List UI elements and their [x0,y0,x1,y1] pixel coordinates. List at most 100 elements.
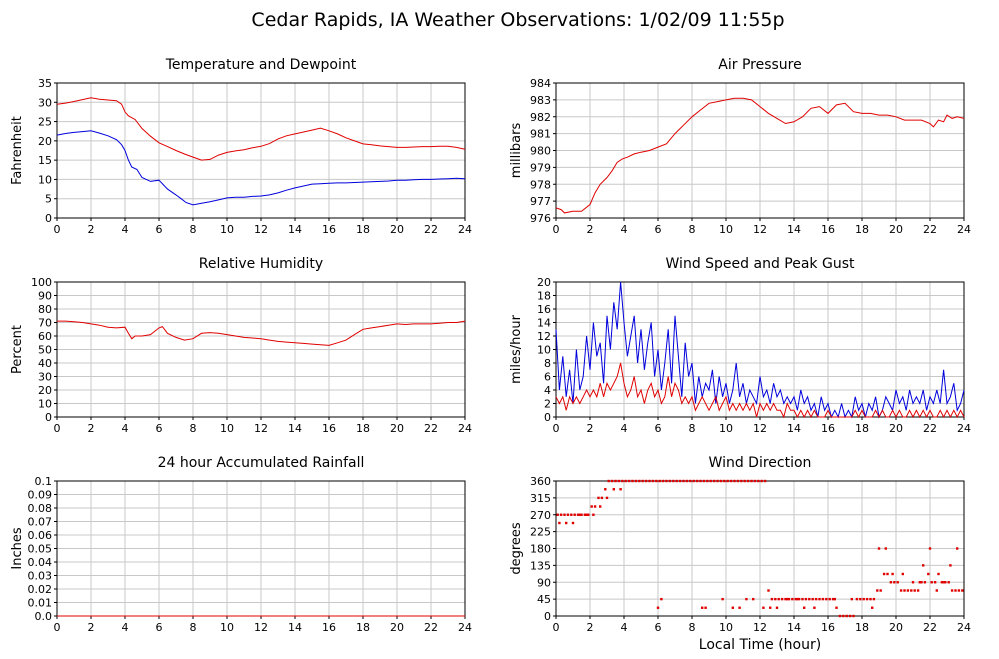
y-tick-label: 100 [31,276,52,289]
data-point [787,597,791,601]
data-point [651,479,655,483]
data-point [668,479,672,483]
x-tick-label: 4 [122,621,129,634]
x-tick-label: 4 [621,621,628,634]
y-tick-label: 90 [537,576,551,589]
y-tick-label: 30 [38,371,52,384]
x-tick-label: 0 [54,621,61,634]
y-tick-label: 0.1 [35,475,53,488]
x-tick-label: 10 [220,621,234,634]
data-point [583,513,587,516]
data-point [825,597,828,601]
x-tick-label: 4 [621,422,628,435]
data-point [733,479,736,483]
x-tick-label: 16 [322,422,336,435]
x-tick-label: 20 [390,223,404,236]
y-tick-label: 225 [530,526,551,539]
y-axis-label: Fahrenheit [10,116,25,185]
x-tick-label: 6 [156,422,163,435]
data-point [702,479,706,483]
data-point [855,597,859,601]
data-point [709,479,712,483]
y-tick-label: 0.07 [28,516,53,529]
data-point [692,479,695,483]
data-point [879,589,882,592]
data-point [682,479,685,483]
x-tick-label: 0 [553,422,560,435]
x-tick-label: 18 [356,621,370,634]
data-point [933,581,937,584]
y-tick-label: 90 [38,290,52,303]
data-point [712,479,716,483]
data-point [672,479,675,483]
data-point [599,505,602,508]
data-point [689,479,692,483]
x-tick-label: 24 [957,422,971,435]
data-point [774,597,777,601]
data-point [777,597,780,601]
data-point [752,597,755,601]
x-tick-label: 14 [787,223,801,236]
y-tick-label: 5 [45,193,52,206]
data-point [882,572,886,576]
data-point [954,589,957,592]
data-point [729,479,733,483]
x-tick-label: 22 [424,422,438,435]
x-tick-label: 8 [190,223,197,236]
x-tick-label: 6 [655,422,662,435]
x-tick-label: 20 [390,422,404,435]
x-tick-label: 4 [122,422,129,435]
y-tick-label: 6 [544,371,551,384]
x-tick-label: 16 [821,223,835,236]
x-tick-label: 0 [54,223,61,236]
data-point [573,513,576,516]
y-tick-label: 270 [530,509,551,522]
y-tick-label: 976 [530,212,551,225]
y-tick-label: 80 [38,303,52,316]
data-point [893,581,896,584]
x-tick-label: 14 [288,422,302,435]
x-tick-label: 2 [587,621,594,634]
y-tick-label: 984 [530,77,551,90]
y-tick-label: 30 [38,96,52,109]
y-tick-label: 0 [45,411,52,424]
y-tick-label: 14 [537,317,551,330]
data-point [704,606,707,609]
series-line-secondary [56,130,466,206]
data-point [570,513,573,516]
data-point [784,597,787,601]
data-point [918,581,921,584]
x-tick-label: 10 [719,621,733,634]
y-tick-label: 0.03 [28,570,53,583]
data-point [750,479,753,483]
x-tick-label: 8 [689,621,696,634]
x-tick-label: 24 [458,621,472,634]
chart-title: Wind Speed and Peak Gust [666,256,855,272]
data-point [762,606,765,609]
data-point [928,547,932,550]
data-point [920,581,923,584]
data-point [576,513,580,516]
data-point [848,614,852,618]
data-point [884,547,887,550]
data-point [869,597,872,601]
data-point [678,479,682,483]
x-tick-label: 20 [889,422,903,435]
y-tick-label: 0.05 [28,543,53,556]
series-line-primary [555,281,965,419]
x-tick-label: 14 [787,621,801,634]
x-tick-label: 24 [957,223,971,236]
x-tick-label: 0 [54,422,61,435]
y-tick-label: 16 [537,303,551,316]
data-point [891,572,894,576]
data-point [593,505,597,508]
y-tick-label: 10 [38,398,52,411]
x-tick-label: 10 [220,422,234,435]
data-point [578,513,581,516]
data-point [818,597,821,601]
data-point [757,479,760,483]
y-tick-label: 0.04 [28,556,53,569]
y-axis-label: millibars [509,123,524,179]
data-point [922,564,925,567]
